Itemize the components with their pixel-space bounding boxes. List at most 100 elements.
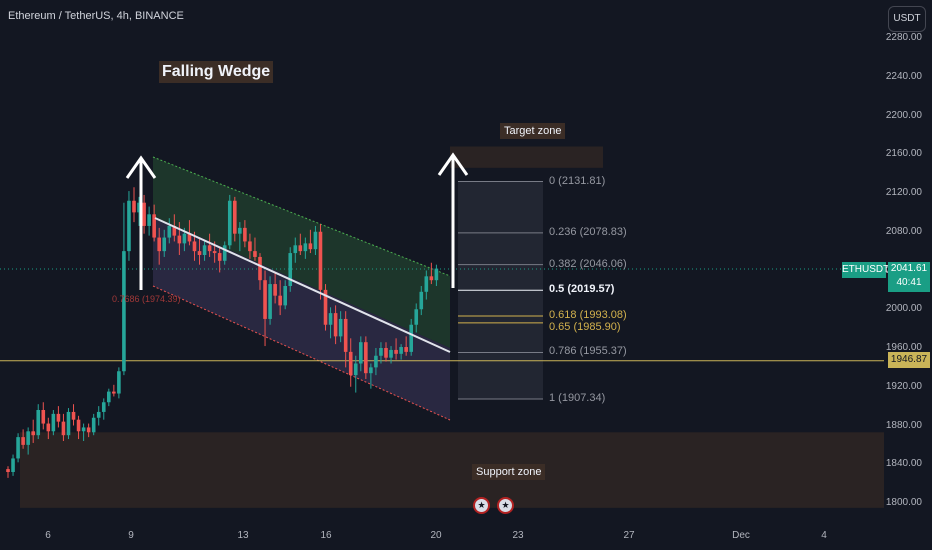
candle-body bbox=[222, 245, 227, 261]
candle-body bbox=[46, 423, 51, 432]
fib-level-label: 0.618 (1993.08) bbox=[549, 308, 627, 321]
horizontal-level-tag: 1946.87 bbox=[888, 352, 930, 368]
candle-body bbox=[66, 411, 71, 436]
y-tick-label: 1880.00 bbox=[885, 419, 922, 431]
candle-body bbox=[394, 349, 398, 354]
wedge-upper-area bbox=[153, 157, 450, 348]
candle-body bbox=[152, 214, 156, 238]
candle-body bbox=[288, 253, 293, 286]
x-tick-label: 27 bbox=[623, 530, 635, 541]
candle-body bbox=[414, 309, 419, 325]
x-tick-label: 20 bbox=[430, 530, 442, 541]
x-tick-label: 16 bbox=[320, 530, 332, 541]
candle-body bbox=[107, 391, 111, 403]
partial-fib-label: 0.7686 (1974.39) bbox=[112, 294, 181, 304]
symbol-tag: ETHUSDT bbox=[842, 262, 889, 278]
fib-level-label: 0.5 (2019.57) bbox=[549, 283, 615, 296]
candle-body bbox=[323, 289, 328, 325]
target-zone-label: Target zone bbox=[500, 123, 566, 139]
candle-body bbox=[333, 313, 338, 337]
candle-body bbox=[283, 286, 287, 306]
x-tick-label: 23 bbox=[512, 530, 524, 541]
currency-button[interactable]: USDT bbox=[888, 6, 926, 32]
fib-level-label: 0 (2131.81) bbox=[549, 174, 606, 187]
candle-body bbox=[147, 214, 151, 226]
candle-body bbox=[86, 427, 91, 433]
candle-body bbox=[197, 251, 202, 255]
target-zone bbox=[450, 146, 603, 168]
candle-body bbox=[172, 225, 177, 236]
fib-level-label: 0.236 (2078.83) bbox=[549, 225, 627, 238]
y-tick-label: 2080.00 bbox=[885, 225, 922, 237]
candle-body bbox=[243, 227, 247, 242]
candle-body bbox=[71, 411, 76, 420]
candle-body bbox=[137, 202, 141, 213]
candle-body bbox=[162, 237, 167, 252]
candle-body bbox=[16, 437, 20, 459]
support-zone bbox=[20, 432, 884, 508]
x-tick-label: 9 bbox=[128, 530, 134, 541]
candle-body bbox=[217, 253, 222, 261]
candle-body bbox=[293, 245, 298, 254]
falling-wedge-label: Falling Wedge bbox=[159, 61, 274, 83]
candle-body bbox=[303, 243, 308, 252]
candle-body bbox=[404, 347, 408, 352]
candle-body bbox=[278, 295, 282, 306]
candle-body bbox=[424, 276, 429, 292]
candle-body bbox=[127, 200, 131, 252]
candle-body bbox=[308, 243, 313, 250]
candle-body bbox=[112, 391, 116, 394]
x-tick-label: 4 bbox=[821, 530, 827, 541]
candle-body bbox=[384, 348, 388, 358]
candle-body bbox=[212, 251, 217, 254]
last-price-value: 2041.61 bbox=[890, 263, 928, 274]
candle-body bbox=[167, 225, 172, 238]
candle-body bbox=[6, 469, 10, 472]
y-tick-label: 1800.00 bbox=[885, 497, 922, 508]
y-tick-label: 2280.00 bbox=[885, 32, 922, 43]
candle-body bbox=[374, 355, 378, 368]
candle-body bbox=[364, 342, 368, 374]
candle-body bbox=[268, 284, 272, 319]
candle-body bbox=[409, 324, 413, 352]
candle-body bbox=[273, 284, 277, 296]
candle-body bbox=[353, 363, 358, 376]
candle-body bbox=[157, 237, 161, 252]
candle-body bbox=[56, 413, 61, 422]
candle-body bbox=[26, 431, 30, 445]
candle-body bbox=[298, 245, 303, 252]
candle-body bbox=[36, 410, 41, 436]
y-tick-label: 2160.00 bbox=[885, 148, 922, 160]
candle-body bbox=[348, 351, 353, 376]
candle-body bbox=[429, 276, 434, 281]
candle-body bbox=[81, 427, 86, 432]
fib-level-label: 0.65 (1985.90) bbox=[549, 320, 621, 333]
candle-body bbox=[91, 417, 96, 433]
candle-body bbox=[76, 419, 81, 432]
candle-body bbox=[328, 313, 333, 325]
candle-body bbox=[177, 235, 182, 244]
candle-body bbox=[21, 437, 25, 445]
bar-countdown: 40:41 bbox=[896, 277, 922, 288]
y-tick-label: 1840.00 bbox=[885, 458, 922, 470]
fib-level-label: 1 (1907.34) bbox=[549, 392, 606, 404]
last-price-tag: 2041.61 40:41 bbox=[888, 262, 930, 292]
left-arrow-head bbox=[125, 155, 157, 179]
candle-body bbox=[132, 200, 136, 213]
candle-body bbox=[182, 233, 187, 244]
fib-level-label: 0.382 (2046.06) bbox=[549, 257, 627, 270]
candle-body bbox=[227, 200, 232, 246]
candle-body bbox=[419, 291, 424, 310]
candle-body bbox=[41, 410, 46, 424]
candle-body bbox=[359, 342, 363, 364]
x-tick-label: Dec bbox=[732, 530, 750, 541]
chart-title: Ethereum / TetherUS, 4h, BINANCE bbox=[8, 10, 184, 22]
candle-body bbox=[399, 347, 403, 354]
candle-body bbox=[248, 241, 252, 252]
flag-emoji-icon: ★ bbox=[497, 497, 514, 514]
candle-body bbox=[343, 318, 348, 352]
candle-body bbox=[122, 251, 126, 372]
candle-body bbox=[434, 268, 439, 281]
right-arrow-head bbox=[437, 152, 469, 176]
